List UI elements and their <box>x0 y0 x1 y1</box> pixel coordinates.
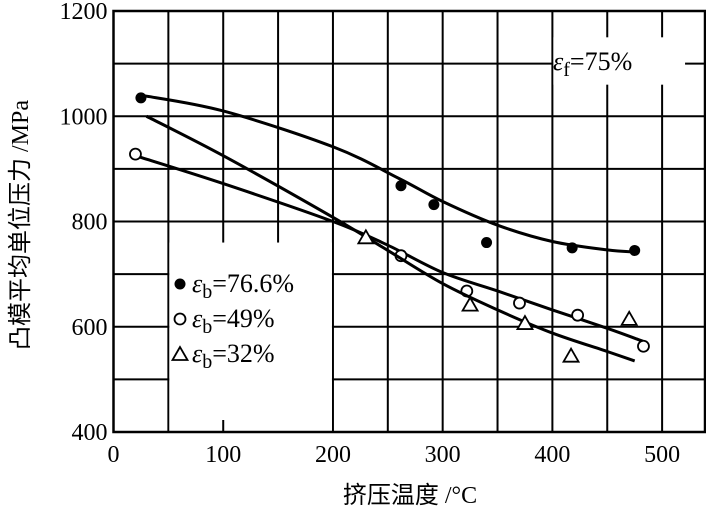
data-point-filled-circle <box>135 92 147 104</box>
y-tick-label: 400 <box>72 420 108 446</box>
legend-symbol: ε <box>192 304 203 333</box>
x-tick-label: 100 <box>205 442 241 468</box>
data-point-open-circle <box>637 339 650 353</box>
annotation-symbol: ε <box>553 47 564 76</box>
plot-frame <box>112 9 706 434</box>
legend-text: =49% <box>212 304 274 333</box>
x-tick-label: 400 <box>534 442 570 468</box>
x-axis-label: 挤压温度 /°C <box>343 482 477 508</box>
data-point-open-triangle <box>461 295 480 312</box>
data-point-open-circle <box>513 296 526 310</box>
legend-symbol: ε <box>192 269 203 298</box>
legend-box <box>169 242 332 431</box>
legend-symbol: ε <box>192 339 203 368</box>
legend-marker-open-circle <box>173 312 187 326</box>
legend-label: εb=32% <box>192 339 275 373</box>
legend-label: εb=49% <box>192 304 275 338</box>
legend-text: =76.6% <box>212 269 294 298</box>
x-tick-label: 300 <box>425 442 461 468</box>
legend-sub: b <box>202 281 212 303</box>
y-axis-label: 凸模平均单位压力 /MPa <box>7 100 34 350</box>
annotation-label: εf=75% <box>553 47 632 81</box>
annotation-text: =75% <box>570 47 632 76</box>
x-tick-label: 500 <box>644 442 680 468</box>
data-point-open-circle <box>129 147 142 161</box>
series-curve-2 <box>134 154 644 343</box>
data-point-filled-circle <box>395 180 407 192</box>
y-tick-label: 1000 <box>60 104 108 130</box>
y-tick-label: 600 <box>72 315 108 341</box>
data-point-open-triangle <box>620 310 639 326</box>
data-point-filled-circle <box>629 244 641 256</box>
data-point-filled-circle <box>481 237 493 249</box>
data-point-filled-circle <box>566 242 578 254</box>
series-curve-1 <box>140 93 635 254</box>
data-point-filled-circle <box>428 199 440 211</box>
legend-marker-filled-circle <box>174 278 186 290</box>
data-point-open-triangle <box>515 314 535 330</box>
annotation-sub: f <box>563 59 570 81</box>
y-tick-label: 1200 <box>60 0 108 25</box>
x-tick-label: 200 <box>315 442 351 468</box>
data-point-open-triangle <box>561 346 581 363</box>
legend-sub: b <box>202 316 212 338</box>
legend-sub: b <box>202 351 212 373</box>
y-tick-label: 800 <box>72 210 108 236</box>
data-point-open-triangle <box>356 228 375 245</box>
legend-label: εb=76.6% <box>192 269 294 303</box>
series-curve-3 <box>145 114 636 363</box>
legend-marker-open-triangle <box>170 345 190 361</box>
data-point-open-circle <box>571 308 585 322</box>
annotation-bg <box>553 37 686 85</box>
legend-text: =32% <box>212 339 274 368</box>
x-tick-label: 0 <box>108 442 120 468</box>
